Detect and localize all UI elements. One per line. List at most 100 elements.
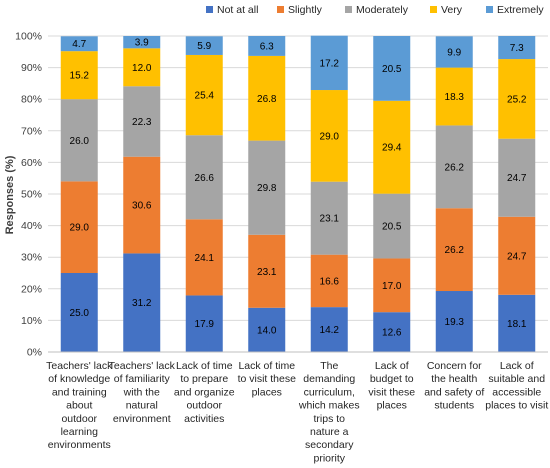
y-tick-label: 10%	[21, 315, 42, 327]
data-label: 29.8	[257, 183, 277, 194]
bar-segment	[248, 140, 286, 235]
bars	[60, 35, 536, 352]
bar-segment	[185, 135, 223, 220]
bar-segment	[498, 138, 536, 217]
bar-segment	[498, 36, 536, 60]
data-label: 14.0	[257, 325, 277, 336]
bar-segment	[60, 181, 98, 273]
data-label: 24.7	[507, 251, 527, 262]
y-tick-label: 60%	[21, 157, 42, 169]
data-label: 30.6	[132, 201, 152, 212]
bar-segment	[185, 36, 223, 55]
data-label: 20.5	[382, 222, 402, 233]
x-category-label: Lack of budget to visit these places	[368, 360, 415, 412]
data-label: 22.3	[132, 117, 152, 128]
data-label: 31.2	[132, 298, 152, 309]
bar-segment	[248, 55, 286, 141]
bar-segment	[373, 258, 411, 313]
bar-segment	[123, 253, 161, 352]
legend-swatch	[430, 6, 437, 13]
data-label: 26.8	[257, 94, 277, 105]
bar-segment	[373, 312, 411, 352]
bar-segment	[310, 90, 348, 182]
legend: Not at all Slightly Moderately Very Extremel…	[206, 4, 544, 16]
data-label: 24.1	[195, 253, 215, 264]
y-tick-label: 0%	[27, 347, 42, 359]
x-category-label: Teachers' lack of knowledge and training ab…	[46, 360, 113, 451]
bar-segment	[498, 59, 536, 139]
bar-segment	[185, 219, 223, 296]
data-label: 18.1	[507, 319, 527, 330]
data-label: 26.6	[195, 173, 215, 184]
data-label: 17.2	[320, 58, 340, 69]
x-axis: Teachers' lack of knowledge and training ab…	[46, 351, 548, 464]
bar-segment	[310, 35, 348, 91]
bar-segment	[60, 99, 98, 182]
data-label: 26.2	[445, 162, 465, 173]
bar-segment	[435, 291, 473, 352]
y-tick-label: 50%	[21, 189, 42, 201]
legend-label: Not at all	[217, 4, 258, 16]
bar-segment	[498, 294, 536, 352]
bar-segment	[310, 181, 348, 255]
x-category-label: Lack of time to visit these places	[238, 360, 297, 398]
bar-segment	[373, 193, 411, 259]
bar-segment	[435, 67, 473, 126]
bar-segment	[123, 156, 161, 254]
y-tick-label: 90%	[21, 62, 42, 74]
bar-segment	[248, 36, 286, 56]
bar-segment	[60, 36, 98, 52]
data-label: 14.2	[320, 325, 340, 336]
bar-segment	[60, 273, 98, 352]
bar-segment	[435, 36, 473, 68]
data-label: 25.2	[507, 94, 527, 105]
legend-label: Moderately	[356, 4, 409, 16]
bar-segment	[123, 86, 161, 157]
data-label: 29.4	[382, 143, 402, 154]
legend-label: Slightly	[288, 4, 323, 16]
legend-swatch	[277, 6, 284, 13]
bar-segment	[123, 48, 161, 87]
data-label: 26.0	[70, 136, 90, 147]
x-category-label: Lack of time to prepare and organize outdoo…	[174, 360, 235, 425]
y-axis-label: Responses (%)	[4, 155, 16, 234]
data-label: 25.4	[195, 91, 215, 102]
bar-segment	[60, 51, 98, 100]
bar-segment	[435, 208, 473, 292]
x-category-label: The demanding curriculum, which makes trips …	[298, 360, 360, 464]
data-label: 16.6	[320, 276, 340, 287]
bar-segment	[373, 36, 411, 101]
bar-segment	[435, 125, 473, 209]
y-tick-label: 80%	[21, 94, 42, 106]
y-tick-label: 20%	[21, 283, 42, 295]
data-label: 6.3	[260, 41, 274, 52]
legend-label: Extremely	[497, 4, 544, 16]
bar-segment	[498, 216, 536, 295]
data-label: 4.7	[72, 39, 86, 50]
data-label: 29.0	[70, 223, 90, 234]
data-label: 20.5	[382, 64, 402, 75]
bar-segment	[185, 54, 223, 136]
legend-swatch	[486, 6, 493, 13]
data-label: 18.3	[445, 92, 465, 103]
y-tick-label: 100%	[15, 31, 42, 43]
data-label: 17.9	[195, 319, 215, 330]
data-label: 15.2	[70, 71, 90, 82]
data-labels: 25.0 29.0 26.0 15.2 4.7 31.2 30.6 22.3 12.0 3.9 17…	[70, 38, 527, 339]
data-label: 9.9	[447, 47, 461, 58]
bar-segment	[185, 295, 223, 352]
data-label: 17.0	[382, 281, 402, 292]
bar-segment	[123, 36, 161, 49]
y-tick-label: 40%	[21, 220, 42, 232]
data-label: 29.0	[320, 131, 340, 142]
data-label: 23.1	[320, 214, 340, 225]
y-tick-label: 70%	[21, 125, 42, 137]
bar-segment	[248, 307, 286, 352]
gridlines	[48, 35, 548, 353]
data-label: 12.6	[382, 328, 402, 339]
bar-segment	[373, 100, 411, 194]
data-label: 7.3	[510, 43, 524, 54]
x-category-label: Concern for the health and safety of studen…	[424, 360, 484, 412]
data-label: 19.3	[445, 317, 465, 328]
bar-segment	[310, 254, 348, 308]
